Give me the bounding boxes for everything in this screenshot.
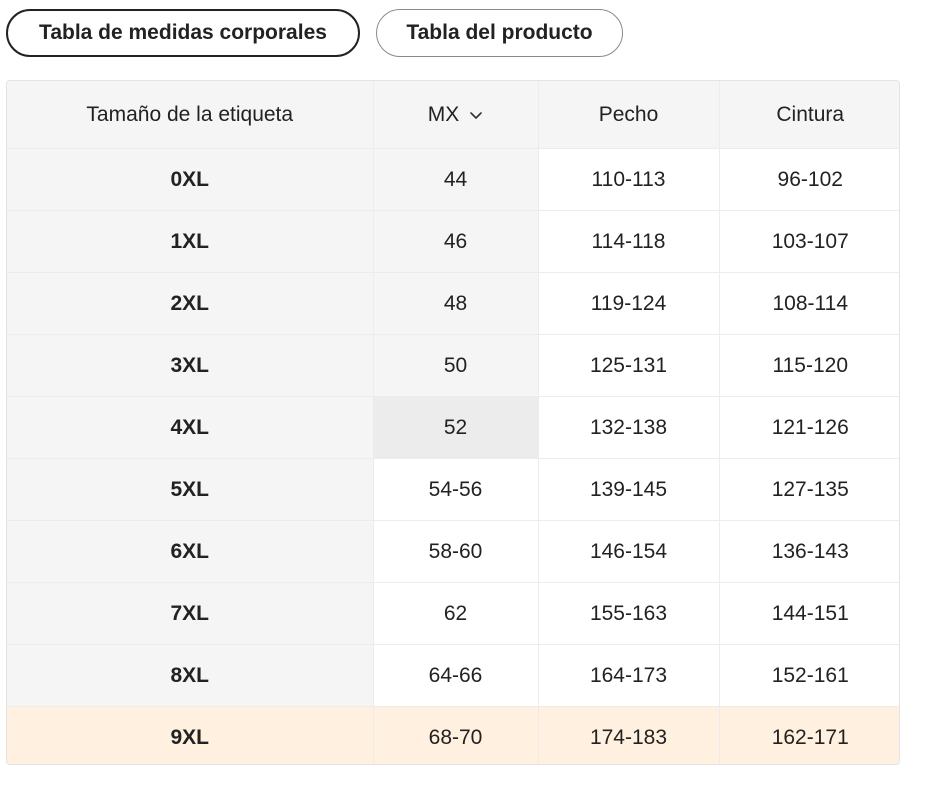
chest-cell: 174-183 [538,706,720,764]
waist-cell: 144-151 [719,582,899,645]
waist-cell: 103-107 [719,210,899,273]
header-region-label: MX [427,102,460,126]
header-chest: Pecho [538,81,720,149]
size-label-cell: 6XL [7,520,374,583]
header-label-size: Tamaño de la etiqueta [7,81,374,149]
tab-product-measurements[interactable]: Tabla del producto [376,9,623,57]
size-label-cell: 3XL [7,334,374,397]
tab-body-measurements[interactable]: Tabla de medidas corporales [6,9,360,57]
size-chart-tabs: Tabla de medidas corporales Tabla del pr… [6,9,623,57]
table-row: 7XL 62 155-163 144-151 [7,582,899,645]
size-label-cell: 4XL [7,396,374,459]
size-chart-table: Tamaño de la etiqueta MX Pecho Cintura 0… [7,81,899,764]
waist-cell: 136-143 [719,520,899,583]
size-label-cell: 8XL [7,644,374,707]
size-label-cell: 9XL [7,706,374,764]
waist-cell: 152-161 [719,644,899,707]
table-row: 6XL 58-60 146-154 136-143 [7,520,899,583]
waist-cell: 162-171 [719,706,899,764]
mx-size-cell: 46 [373,210,539,273]
chest-cell: 132-138 [538,396,720,459]
size-label-cell: 0XL [7,148,374,211]
size-label-cell: 7XL [7,582,374,645]
chest-cell: 119-124 [538,272,720,335]
chest-cell: 155-163 [538,582,720,645]
table-row: 8XL 64-66 164-173 152-161 [7,644,899,707]
mx-size-cell: 54-56 [373,458,539,521]
header-waist: Cintura [719,81,899,149]
size-chart-table-container: Tamaño de la etiqueta MX Pecho Cintura 0… [6,80,900,765]
mx-size-cell: 52 [373,396,539,459]
waist-cell: 121-126 [719,396,899,459]
table-row: 1XL 46 114-118 103-107 [7,210,899,273]
table-row-highlighted: 9XL 68-70 174-183 162-171 [7,706,899,764]
table-row: 2XL 48 119-124 108-114 [7,272,899,335]
mx-size-cell: 64-66 [373,644,539,707]
chest-cell: 125-131 [538,334,720,397]
waist-cell: 108-114 [719,272,899,335]
header-region-selector[interactable]: MX [373,81,539,149]
mx-size-cell: 50 [373,334,539,397]
chest-cell: 164-173 [538,644,720,707]
table-row: 0XL 44 110-113 96-102 [7,148,899,211]
chest-cell: 139-145 [538,458,720,521]
table-row: 5XL 54-56 139-145 127-135 [7,458,899,521]
chevron-down-icon [470,111,483,119]
table-row: 3XL 50 125-131 115-120 [7,334,899,397]
table-row: 4XL 52 132-138 121-126 [7,396,899,459]
mx-size-cell: 68-70 [373,706,539,764]
chest-cell: 114-118 [538,210,720,273]
waist-cell: 115-120 [719,334,899,397]
table-header-row: Tamaño de la etiqueta MX Pecho Cintura [7,81,899,149]
size-label-cell: 5XL [7,458,374,521]
waist-cell: 127-135 [719,458,899,521]
size-label-cell: 1XL [7,210,374,273]
mx-size-cell: 44 [373,148,539,211]
chest-cell: 146-154 [538,520,720,583]
mx-size-cell: 58-60 [373,520,539,583]
chest-cell: 110-113 [538,148,720,211]
mx-size-cell: 48 [373,272,539,335]
waist-cell: 96-102 [719,148,899,211]
size-label-cell: 2XL [7,272,374,335]
mx-size-cell: 62 [373,582,539,645]
